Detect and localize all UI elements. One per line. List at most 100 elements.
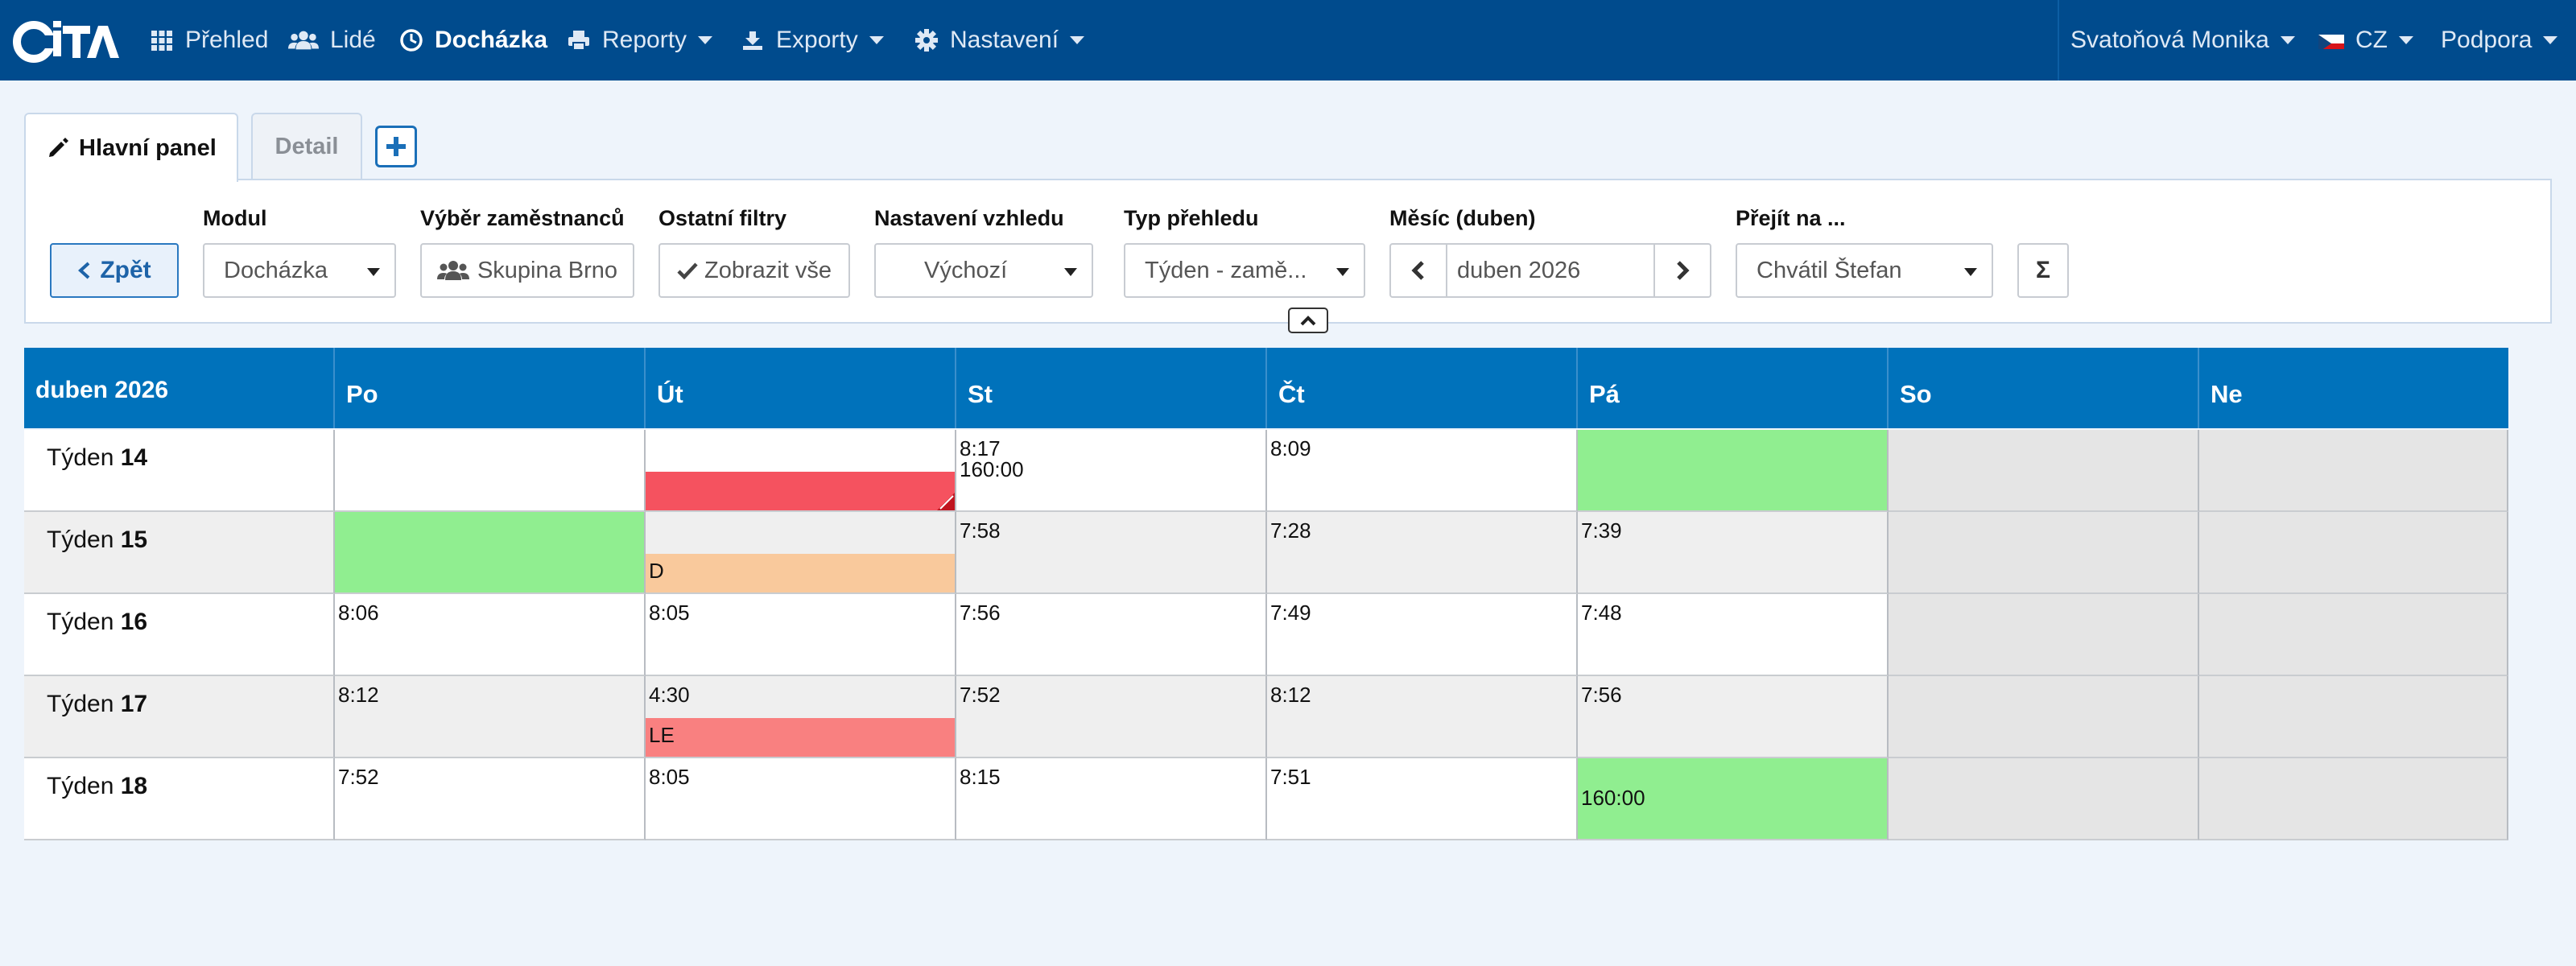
attendance-time: 8:12	[338, 683, 379, 707]
day-cell[interactable]: 8:12	[1267, 676, 1578, 758]
overview-type-select[interactable]: Týden - zamě...	[1124, 243, 1365, 298]
day-cell[interactable]: D	[646, 512, 956, 594]
employees-value: Skupina Brno	[477, 257, 618, 283]
goto-label: Přejít na ...	[1736, 206, 1846, 230]
month-label: Měsíc (duben)	[1389, 206, 1536, 230]
modul-select[interactable]: Docházka	[203, 243, 396, 298]
nav-item-5[interactable]: Exporty	[741, 0, 884, 80]
day-cell[interactable]: 4:30 LE	[646, 676, 956, 758]
other-filters-button[interactable]: Zobrazit vše	[658, 243, 850, 298]
navbar-divider	[2058, 0, 2059, 80]
day-header-label: Ne	[2211, 380, 2243, 408]
chevron-down-icon	[869, 36, 884, 44]
day-cell[interactable]	[646, 430, 956, 512]
attendance-time: 7:56	[960, 601, 1001, 625]
day-cell	[1889, 758, 2199, 840]
day-cell[interactable]: 7:58	[956, 512, 1267, 594]
day-cell[interactable]	[335, 512, 646, 594]
tab-detail[interactable]: Detail	[251, 113, 362, 179]
goto-select[interactable]: Chvátil Štefan	[1736, 243, 1993, 298]
week-number: 18	[120, 773, 148, 799]
top-navbar: Přehled Lidé Docházka Reporty Exporty Nastave…	[0, 0, 2576, 80]
week-number: 17	[120, 691, 148, 717]
attendance-time: 7:48	[1581, 601, 1622, 625]
day-header: Po	[335, 348, 646, 428]
day-cell[interactable]: 7:51	[1267, 758, 1578, 840]
back-button-label: Zpět	[100, 257, 151, 283]
attendance-time: 7:52	[338, 765, 379, 789]
nav-item-3[interactable]: Docházka	[399, 0, 547, 80]
absence-bar[interactable]: D	[646, 554, 955, 592]
month-value: duben 2026	[1457, 257, 1581, 283]
day-cell	[2199, 430, 2508, 512]
day-cell[interactable]: 7:28	[1267, 512, 1578, 594]
goto-value: Chvátil Štefan	[1757, 257, 1902, 283]
week-number: 15	[120, 526, 148, 553]
printer-icon	[567, 28, 602, 52]
sum-button[interactable]: Σ	[2017, 243, 2069, 298]
week-label: Týden 14	[47, 444, 147, 472]
day-cell[interactable]: 8:17 160:00	[956, 430, 1267, 512]
employees-label: Výběr zaměstnanců	[420, 206, 625, 230]
day-cell[interactable]: 8:05	[646, 758, 956, 840]
nav-item-6[interactable]: Nastavení	[914, 0, 1085, 80]
day-header: St	[956, 348, 1267, 428]
week-prefix: Týden	[47, 526, 114, 553]
next-month-button[interactable]	[1653, 243, 1711, 298]
nav-item-label: Přehled	[185, 27, 269, 53]
day-cell[interactable]: 8:15	[956, 758, 1267, 840]
day-header: So	[1889, 348, 2199, 428]
day-cell[interactable]: 8:12	[335, 676, 646, 758]
chevron-up-icon	[1300, 316, 1316, 326]
chevron-down-icon	[2543, 36, 2558, 44]
chevron-down-icon	[367, 268, 380, 276]
chevron-left-icon	[78, 262, 90, 279]
month-input[interactable]: duben 2026	[1446, 243, 1655, 298]
modul-label: Modul	[203, 206, 267, 230]
day-cell[interactable]: 8:05	[646, 594, 956, 676]
czech-flag-icon	[2318, 31, 2344, 49]
prev-month-button[interactable]	[1389, 243, 1447, 298]
day-cell[interactable]: 160:00	[1578, 758, 1889, 840]
absence-bar[interactable]	[646, 472, 955, 510]
week-prefix: Týden	[47, 691, 114, 717]
chevron-left-icon	[1411, 261, 1424, 280]
employees-button[interactable]: Skupina Brno	[420, 243, 634, 298]
tab-main-panel[interactable]: Hlavní panel	[24, 113, 238, 182]
day-cell[interactable]: 7:49	[1267, 594, 1578, 676]
attendance-total: 160:00	[1581, 786, 1645, 810]
day-cell[interactable]: 7:52	[956, 676, 1267, 758]
day-cell[interactable]: 7:56	[956, 594, 1267, 676]
attendance-time: 7:58	[960, 518, 1001, 543]
day-cell[interactable]: 8:06	[335, 594, 646, 676]
back-button[interactable]: Zpět	[50, 243, 179, 298]
day-cell[interactable]	[335, 430, 646, 512]
attendance-time: 8:09	[1270, 436, 1311, 460]
absence-bar[interactable]: LE	[646, 718, 955, 757]
nav-item-2[interactable]: Lidé	[288, 0, 376, 80]
attendance-time: 8:15	[960, 765, 1001, 789]
modul-value: Docházka	[224, 257, 328, 283]
day-cell	[2199, 512, 2508, 594]
view-settings-value: Výchozí	[924, 257, 1008, 283]
day-header-label: Po	[346, 380, 378, 408]
view-settings-select[interactable]: Výchozí	[874, 243, 1093, 298]
support-menu[interactable]: Podpora	[2441, 0, 2558, 80]
day-cell[interactable]: 8:09	[1267, 430, 1578, 512]
nav-item-1[interactable]: Přehled	[150, 0, 268, 80]
day-cell[interactable]: 7:52	[335, 758, 646, 840]
collapse-filters-button[interactable]	[1288, 308, 1328, 333]
users-icon	[436, 261, 469, 280]
day-cell[interactable]	[1578, 430, 1889, 512]
day-cell[interactable]: 7:48	[1578, 594, 1889, 676]
day-cell[interactable]: 7:56	[1578, 676, 1889, 758]
calendar-title: duben 2026	[35, 377, 169, 403]
week-label-cell: Týden 16	[24, 594, 335, 676]
add-tab-button[interactable]	[375, 126, 417, 167]
user-menu[interactable]: Svatoňová Monika	[2070, 0, 2295, 80]
cita-logo[interactable]	[13, 19, 126, 64]
day-header: Pá	[1578, 348, 1889, 428]
day-cell[interactable]: 7:39	[1578, 512, 1889, 594]
nav-item-4[interactable]: Reporty	[567, 0, 713, 80]
language-menu[interactable]: CZ	[2318, 0, 2413, 80]
